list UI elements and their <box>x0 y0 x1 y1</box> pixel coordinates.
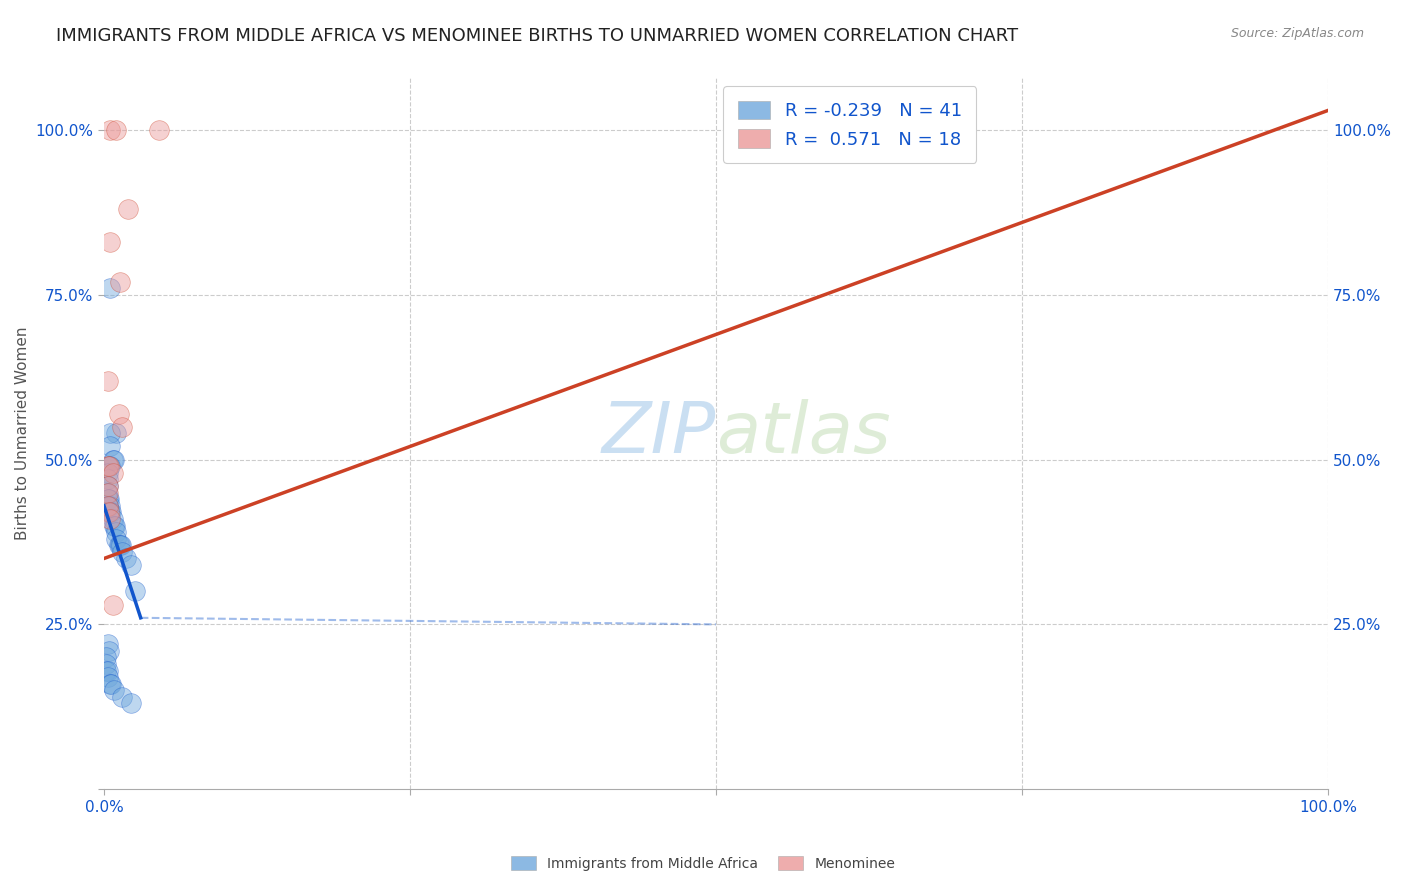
Point <box>107 538 129 552</box>
Point <box>98 499 121 513</box>
Point <box>105 525 128 540</box>
Point <box>97 459 120 474</box>
Point <box>111 545 134 559</box>
Point <box>98 235 121 250</box>
Text: atlas: atlas <box>716 399 890 467</box>
Point <box>101 512 124 526</box>
Point <box>107 407 129 421</box>
Point <box>110 538 132 552</box>
Point <box>104 518 127 533</box>
Point <box>100 676 122 690</box>
Point <box>111 419 134 434</box>
Point <box>100 505 122 519</box>
Point <box>115 551 138 566</box>
Point <box>111 690 134 704</box>
Legend: Immigrants from Middle Africa, Menominee: Immigrants from Middle Africa, Menominee <box>505 850 901 876</box>
Point <box>101 598 124 612</box>
Point <box>96 664 118 678</box>
Point <box>97 479 120 493</box>
Point <box>98 459 121 474</box>
Point <box>98 676 121 690</box>
Y-axis label: Births to Unmarried Women: Births to Unmarried Women <box>15 326 30 540</box>
Point <box>97 492 120 507</box>
Point <box>148 123 170 137</box>
Point <box>97 670 120 684</box>
Point <box>105 532 128 546</box>
Point <box>97 485 120 500</box>
Point <box>97 637 120 651</box>
Point <box>97 479 120 493</box>
Point <box>98 505 121 519</box>
Point <box>98 440 121 454</box>
Legend: R = -0.239   N = 41, R =  0.571   N = 18: R = -0.239 N = 41, R = 0.571 N = 18 <box>723 87 976 163</box>
Point <box>97 492 120 507</box>
Point <box>97 459 120 474</box>
Point <box>101 452 124 467</box>
Point <box>97 499 120 513</box>
Point <box>97 466 120 480</box>
Point <box>97 644 120 658</box>
Point <box>120 697 142 711</box>
Point <box>98 123 121 137</box>
Point <box>96 657 118 671</box>
Point <box>97 472 120 486</box>
Point <box>98 426 121 441</box>
Text: ZIP: ZIP <box>602 399 716 467</box>
Point <box>124 584 146 599</box>
Point <box>96 485 118 500</box>
Point <box>103 452 125 467</box>
Text: IMMIGRANTS FROM MIDDLE AFRICA VS MENOMINEE BIRTHS TO UNMARRIED WOMEN CORRELATION: IMMIGRANTS FROM MIDDLE AFRICA VS MENOMIN… <box>56 27 1018 45</box>
Point <box>98 281 121 295</box>
Point <box>103 518 125 533</box>
Point <box>98 512 121 526</box>
Point <box>97 505 120 519</box>
Point <box>105 426 128 441</box>
Point <box>97 374 120 388</box>
Point <box>120 558 142 573</box>
Point <box>108 538 131 552</box>
Text: Source: ZipAtlas.com: Source: ZipAtlas.com <box>1230 27 1364 40</box>
Point <box>108 275 131 289</box>
Point <box>97 499 120 513</box>
Point <box>117 202 139 217</box>
Point <box>105 123 128 137</box>
Point <box>103 683 125 698</box>
Point <box>96 650 118 665</box>
Point <box>101 466 124 480</box>
Point <box>97 664 120 678</box>
